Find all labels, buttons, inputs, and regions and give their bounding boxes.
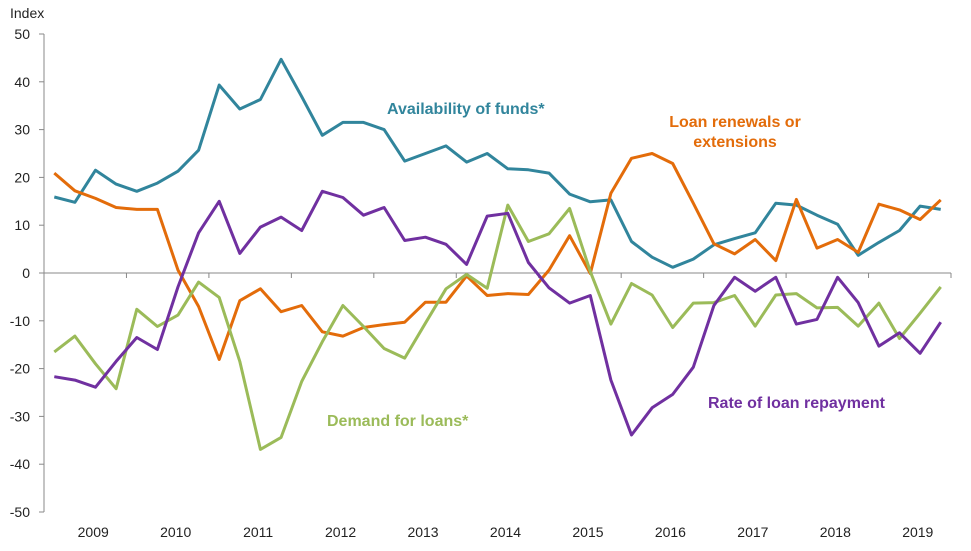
y-tick-label: 20	[14, 169, 30, 185]
y-tick-label: 0	[22, 265, 30, 281]
series-lines	[53, 57, 942, 451]
label-loan-renewals-line1: Loan renewals or	[669, 114, 801, 131]
x-tick-label: 2017	[737, 524, 768, 540]
y-axis-title: Index	[10, 5, 44, 21]
x-tick-label: 2012	[325, 524, 356, 540]
series-line-3	[54, 189, 942, 437]
x-tick-label: 2013	[407, 524, 438, 540]
y-tick-label: -40	[10, 456, 30, 472]
y-tick-label: -30	[10, 408, 30, 424]
x-tick-label: 2011	[243, 524, 273, 540]
label-demand-for-loans: Demand for loans*	[327, 413, 469, 430]
series-line-1	[53, 152, 942, 361]
y-tick-label: -50	[10, 504, 30, 520]
y-tick-label: 50	[14, 26, 30, 42]
x-tick-label: 2016	[655, 524, 686, 540]
x-tick-label: 2019	[902, 524, 933, 540]
label-loan-renewals-line2: extensions	[693, 134, 777, 151]
series-line-0	[53, 57, 941, 269]
y-tick-label: 10	[14, 217, 30, 233]
label-rate-of-loan-repayment: Rate of loan repayment	[708, 395, 886, 412]
series-line-2	[53, 203, 942, 451]
label-availability-of-funds: Availability of funds*	[387, 101, 545, 118]
y-tick-label: -10	[10, 313, 30, 329]
x-tick-label: 2018	[820, 524, 851, 540]
x-tick-label: 2015	[572, 524, 603, 540]
x-tick-label: 2009	[78, 524, 109, 540]
y-tick-label: 40	[14, 74, 30, 90]
x-tick-label: 2014	[490, 524, 521, 540]
y-tick-label: 30	[14, 122, 30, 138]
x-tick-label: 2010	[160, 524, 191, 540]
y-tick-label: -20	[10, 361, 30, 377]
